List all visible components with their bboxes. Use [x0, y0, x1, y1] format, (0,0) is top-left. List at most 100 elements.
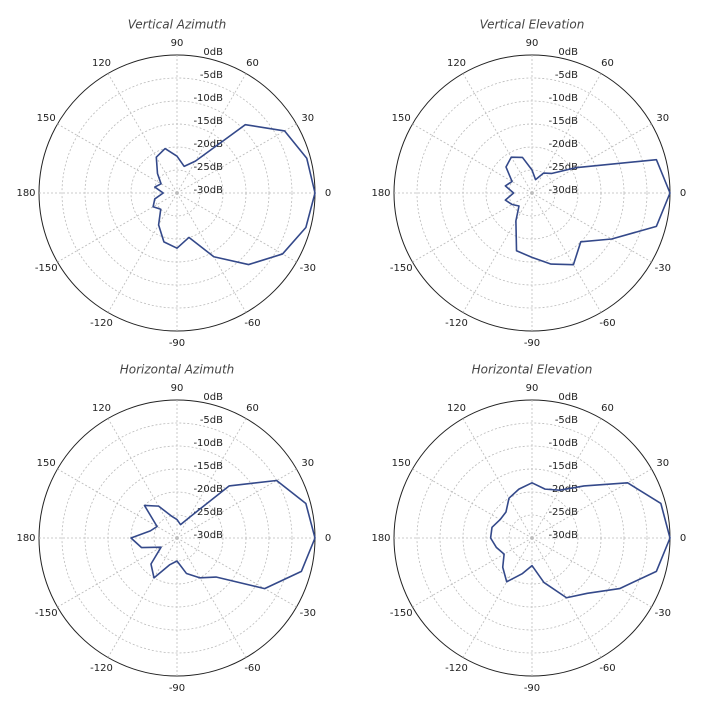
angle-label: 60	[246, 403, 259, 414]
angle-label: -60	[244, 663, 260, 674]
chart-title: Horizontal Azimuth	[120, 363, 235, 377]
grid-circle	[416, 77, 648, 309]
grid-spoke	[176, 537, 297, 608]
angle-label: -150	[35, 263, 58, 274]
grid-spoke	[531, 123, 652, 194]
angle-label: 150	[37, 458, 56, 469]
grid-circle	[153, 514, 201, 562]
grid-spoke	[412, 123, 533, 194]
r-tick-label: -25dB	[548, 507, 578, 518]
r-tick-label: -30dB	[548, 530, 578, 541]
angle-label: -30	[300, 263, 316, 274]
r-tick-label: -5dB	[200, 415, 223, 426]
angle-label: 90	[526, 383, 539, 394]
angle-label: 150	[37, 113, 56, 124]
grid-spoke	[57, 468, 178, 539]
grid-spoke	[107, 537, 178, 658]
grid-spoke	[462, 537, 533, 658]
r-tick-label: -10dB	[548, 93, 578, 104]
r-tick-label: -10dB	[193, 93, 223, 104]
r-tick-label: -10dB	[193, 438, 223, 449]
angle-label: 180	[371, 188, 390, 199]
angle-label: 150	[392, 113, 411, 124]
angle-label: -150	[390, 608, 413, 619]
angle-label: -120	[445, 663, 468, 674]
r-tick-label: -20dB	[548, 139, 578, 150]
r-tick-label: -15dB	[193, 461, 223, 472]
grid-spoke	[176, 123, 297, 194]
angle-label: -90	[169, 338, 185, 349]
pattern-line	[152, 123, 316, 266]
r-tick-label: 0dB	[203, 47, 223, 58]
angle-label: 120	[447, 403, 466, 414]
r-tick-label: -25dB	[548, 162, 578, 173]
angle-label: -150	[390, 263, 413, 274]
grid-spoke	[107, 192, 178, 313]
grid-spoke	[462, 418, 533, 539]
pattern-line	[130, 479, 316, 590]
grid-spoke	[531, 537, 652, 608]
angle-label: 30	[301, 458, 314, 469]
r-tick-label: 0dB	[203, 392, 223, 403]
grid-circle	[153, 169, 201, 217]
chart-title: Vertical Azimuth	[128, 18, 226, 32]
grid-spoke	[531, 73, 602, 194]
grid-spoke	[462, 192, 533, 313]
grid-spoke	[176, 73, 247, 194]
r-tick-label: -15dB	[193, 116, 223, 127]
grid-circle	[508, 169, 556, 217]
angle-label: 60	[601, 403, 614, 414]
angle-label: 30	[656, 113, 669, 124]
grid-spoke	[176, 537, 247, 658]
grid-spoke	[107, 418, 178, 539]
angle-label: -30	[300, 608, 316, 619]
pattern-line	[504, 156, 671, 266]
angle-label: 120	[447, 58, 466, 69]
angle-label: -90	[169, 683, 185, 694]
angle-label: 60	[246, 58, 259, 69]
angle-label: 180	[16, 188, 35, 199]
grid-spoke	[462, 73, 533, 194]
angle-label: 0	[325, 533, 331, 544]
r-tick-label: -15dB	[548, 116, 578, 127]
angle-label: -60	[244, 318, 260, 329]
r-tick-label: -5dB	[555, 415, 578, 426]
r-tick-label: -25dB	[193, 162, 223, 173]
angle-label: -30	[655, 608, 671, 619]
angle-label: 150	[392, 458, 411, 469]
angle-label: 0	[680, 533, 686, 544]
angle-label: 180	[16, 533, 35, 544]
r-tick-label: -20dB	[193, 484, 223, 495]
chart-title: Vertical Elevation	[480, 18, 585, 32]
grid-spoke	[531, 468, 652, 539]
angle-label: -120	[445, 318, 468, 329]
grid-circle	[61, 77, 293, 309]
angle-label: 0	[325, 188, 331, 199]
angle-label: 120	[92, 58, 111, 69]
r-tick-label: -30dB	[548, 185, 578, 196]
angle-label: -90	[524, 338, 540, 349]
r-tick-label: -5dB	[200, 70, 223, 81]
grid-spoke	[176, 192, 247, 313]
angle-label: 90	[526, 38, 539, 49]
r-tick-label: -10dB	[548, 438, 578, 449]
grid-spoke	[107, 73, 178, 194]
grid-spoke	[176, 192, 297, 263]
r-tick-label: -30dB	[193, 185, 223, 196]
grid-circle	[416, 422, 648, 654]
grid-spoke	[531, 192, 652, 263]
grid-spoke	[412, 537, 533, 608]
grid-spoke	[176, 468, 297, 539]
angle-label: -120	[90, 663, 113, 674]
angle-label: -150	[35, 608, 58, 619]
angle-label: -120	[90, 318, 113, 329]
grid-spoke	[57, 123, 178, 194]
r-tick-label: -25dB	[193, 507, 223, 518]
angle-label: -90	[524, 683, 540, 694]
grid-circle	[61, 422, 293, 654]
angle-label: 180	[371, 533, 390, 544]
angle-label: 30	[656, 458, 669, 469]
r-tick-label: -20dB	[193, 139, 223, 150]
